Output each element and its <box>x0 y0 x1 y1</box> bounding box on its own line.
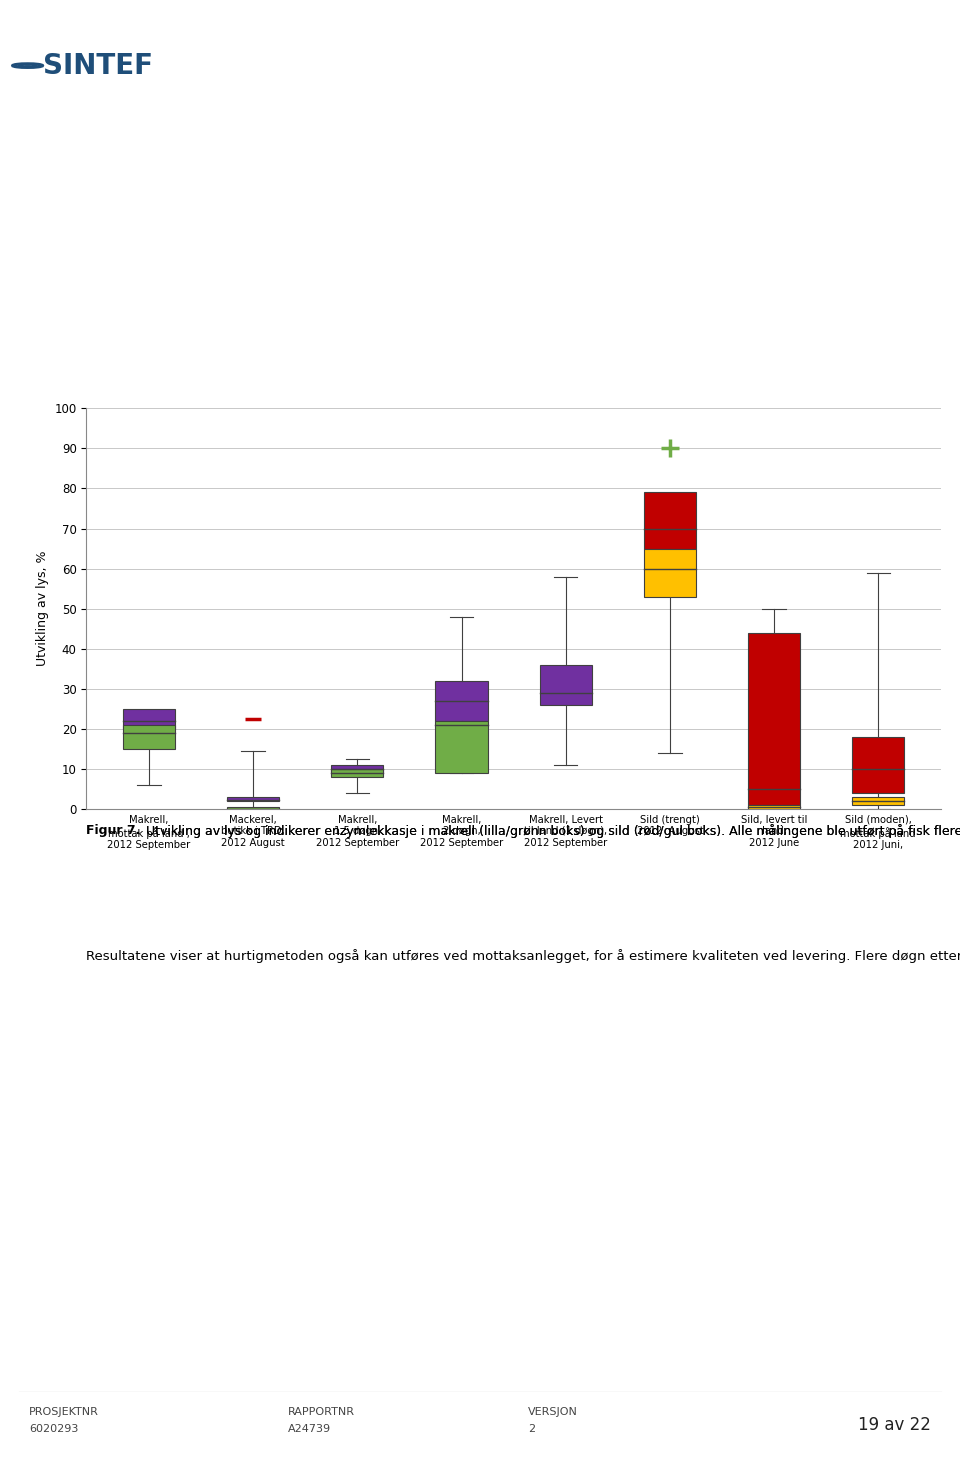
Text: Utvikling av lys og indikerer enzymlekkasje i makrell (lilla/grønn boks) og sild: Utvikling av lys og indikerer enzymlekka… <box>142 824 960 838</box>
Text: Figur 7.: Figur 7. <box>86 824 141 837</box>
Bar <box>228 798 279 802</box>
Text: A24739: A24739 <box>288 1424 331 1435</box>
Bar <box>123 725 175 749</box>
Text: Resultatene viser at hurtigmetoden også kan utføres ved mottaksanlegget, for å e: Resultatene viser at hurtigmetoden også … <box>86 948 960 962</box>
Bar <box>123 709 175 729</box>
Bar <box>852 798 904 805</box>
Bar <box>852 736 904 793</box>
Bar <box>644 548 696 596</box>
Bar <box>748 633 800 805</box>
Text: 6020293: 6020293 <box>29 1424 78 1435</box>
Text: 19 av 22: 19 av 22 <box>858 1416 931 1433</box>
Y-axis label: Utvikling av lys, %: Utvikling av lys, % <box>36 551 49 666</box>
Bar <box>540 665 591 706</box>
Bar <box>644 493 696 548</box>
Bar <box>436 720 488 773</box>
Text: RAPPORTNR: RAPPORTNR <box>288 1407 355 1417</box>
Text: SINTEF: SINTEF <box>42 51 153 80</box>
Bar <box>436 681 488 722</box>
Text: VERSJON: VERSJON <box>528 1407 578 1417</box>
Bar <box>331 765 383 773</box>
Text: 2: 2 <box>528 1424 535 1435</box>
Bar <box>748 805 800 809</box>
Bar <box>331 770 383 777</box>
Text: PROSJEKTNR: PROSJEKTNR <box>29 1407 99 1417</box>
Text: Utvikling av lys og indikerer enzymlekkasje i makrell (lilla/grønn boks) og sild: Utvikling av lys og indikerer enzymlekka… <box>142 824 960 838</box>
Bar <box>228 808 279 809</box>
